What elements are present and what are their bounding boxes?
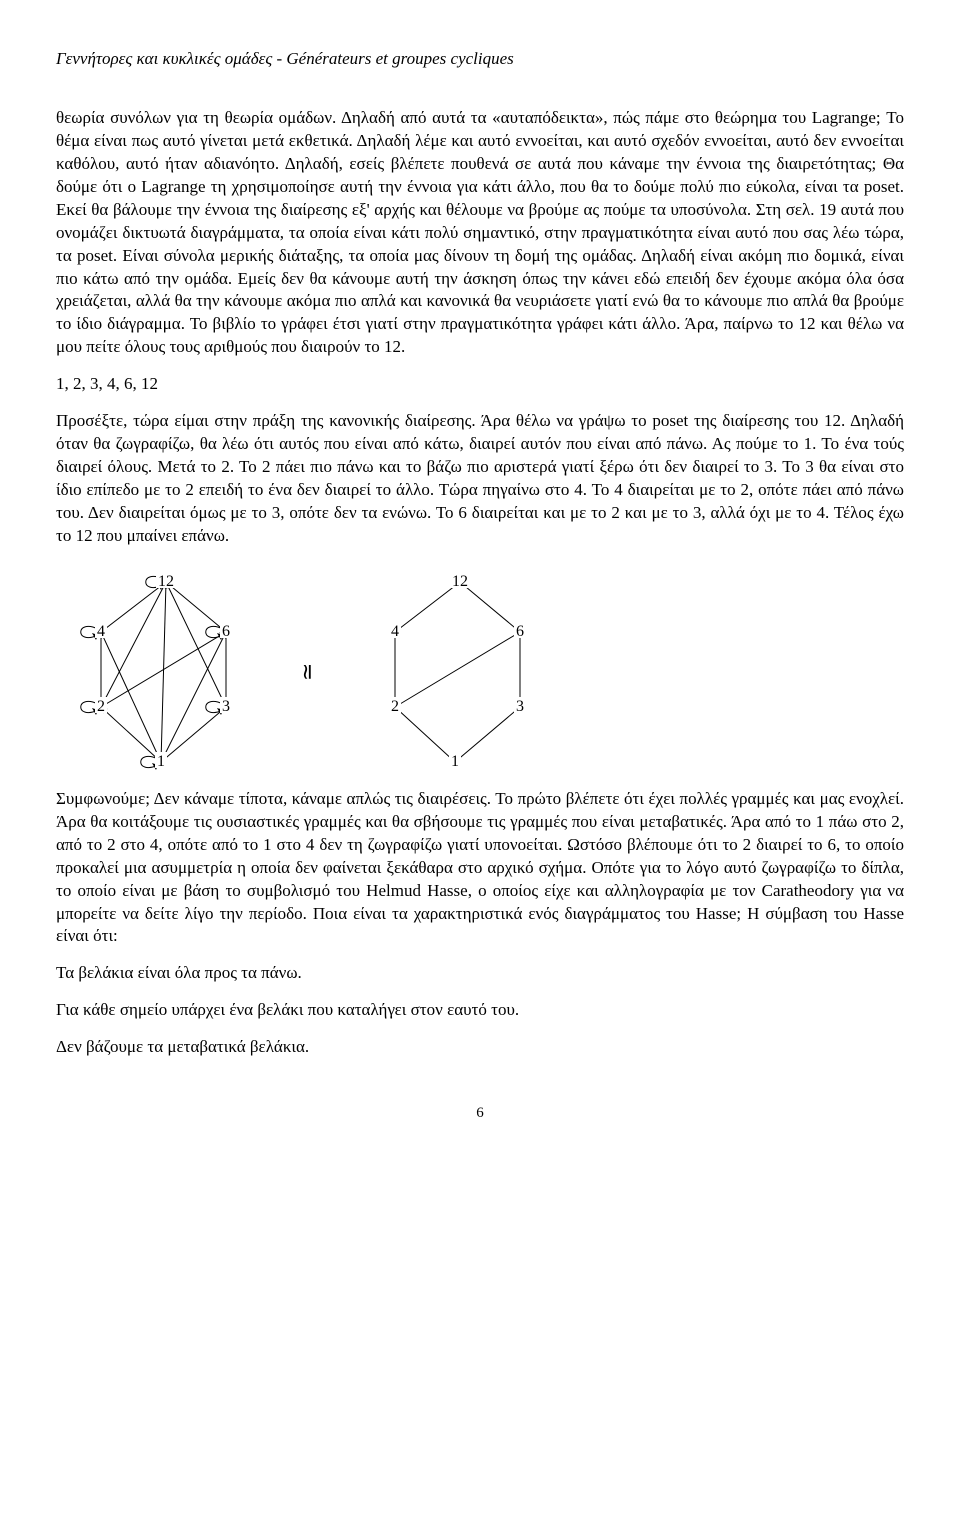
svg-text:6: 6 (222, 623, 230, 640)
paragraph-1: θεωρία συνόλων για τη θεωρία ομάδων. Δηλ… (56, 107, 904, 359)
svg-text:4: 4 (97, 623, 105, 640)
svg-text:1: 1 (451, 753, 459, 770)
page-number: 6 (56, 1103, 904, 1123)
divisors-list: 1, 2, 3, 4, 6, 12 (56, 373, 904, 396)
svg-text:1: 1 (157, 753, 165, 770)
page-header: Γεννήτορες και κυκλικές ομάδες - Générat… (56, 48, 904, 71)
hasse-rule-1: Τα βελάκια είναι όλα προς τα πάνω. (56, 962, 904, 985)
svg-text:3: 3 (516, 698, 524, 715)
svg-text:12: 12 (158, 573, 174, 590)
diagrams-row: 1234612 ≃ 1234612 (56, 562, 904, 782)
hasse-diagram: 1234612 (340, 562, 570, 782)
paragraph-3: Συμφωνούμε; Δεν κάναμε τίποτα, κάναμε απ… (56, 788, 904, 949)
svg-text:4: 4 (391, 623, 399, 640)
isomorphism-symbol: ≃ (292, 663, 322, 681)
poset-diagram-full: 1234612 (56, 562, 286, 782)
hasse-rule-3: Δεν βάζουμε τα μεταβατικά βελάκια. (56, 1036, 904, 1059)
svg-text:2: 2 (391, 698, 399, 715)
svg-text:6: 6 (516, 623, 524, 640)
hasse-rule-2: Για κάθε σημείο υπάρχει ένα βελάκι που κ… (56, 999, 904, 1022)
svg-text:2: 2 (97, 698, 105, 715)
svg-text:3: 3 (222, 698, 230, 715)
paragraph-2: Προσέξτε, τώρα είμαι στην πράξη της κανο… (56, 410, 904, 548)
svg-text:12: 12 (452, 573, 468, 590)
